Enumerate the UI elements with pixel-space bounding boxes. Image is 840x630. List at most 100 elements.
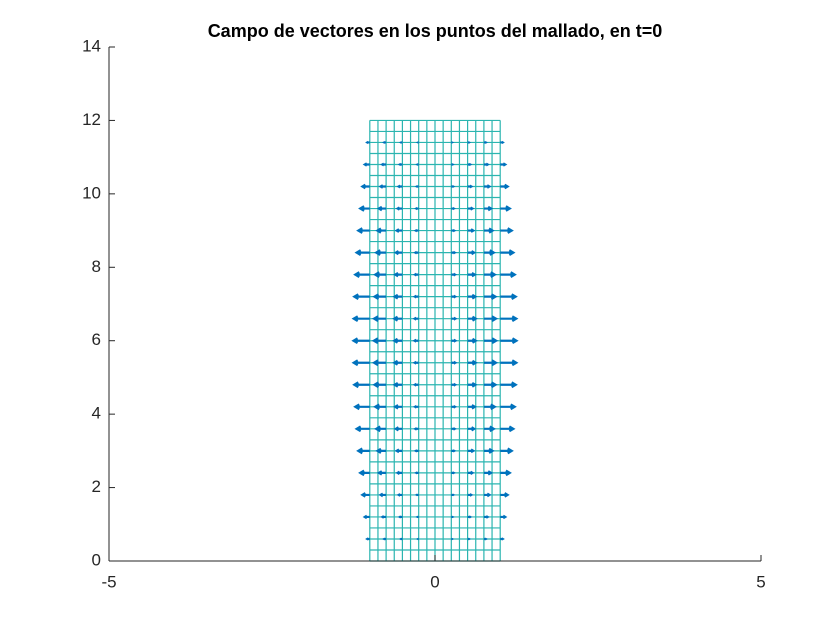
vector-arrow — [393, 271, 403, 278]
vector-arrow — [451, 338, 458, 343]
x-tick-label: 5 — [756, 572, 765, 591]
vector-arrow — [451, 515, 455, 519]
chart-title: Campo de vectores en los puntos del mall… — [208, 21, 663, 41]
vector-arrow — [500, 205, 512, 212]
vector-arrow — [392, 359, 403, 366]
vector-arrow — [467, 184, 474, 189]
vector-arrow — [467, 206, 475, 211]
vector-arrow — [352, 381, 370, 389]
vector-arrow — [393, 250, 403, 256]
vector-arrow — [413, 427, 419, 431]
vector-arrow — [374, 249, 387, 256]
vector-arrow — [483, 381, 498, 389]
vector-arrow — [398, 537, 403, 541]
vector-arrow — [412, 294, 419, 299]
vector-arrow — [451, 493, 456, 497]
vector-arrow — [358, 205, 370, 212]
vector-arrow — [500, 381, 518, 389]
vector-arrow — [451, 294, 458, 299]
vector-arrow — [483, 403, 497, 411]
vector-arrow — [483, 447, 495, 454]
vector-arrow — [394, 228, 403, 233]
vector-arrow — [397, 162, 403, 167]
vector-arrow — [467, 448, 476, 454]
vector-arrow — [483, 537, 488, 541]
vector-arrow — [362, 162, 370, 167]
vector-arrow — [414, 493, 419, 497]
vector-arrow — [395, 206, 403, 211]
vector-arrow — [412, 360, 419, 365]
vector-arrow — [392, 337, 403, 344]
vector-arrow — [483, 470, 494, 476]
vector-arrow — [500, 183, 510, 190]
vector-arrow — [451, 360, 458, 365]
vector-arrow — [451, 427, 457, 431]
vector-arrow — [500, 359, 519, 367]
vector-arrow — [415, 515, 419, 519]
vector-arrow — [372, 293, 387, 301]
vector-arrow — [371, 315, 387, 323]
vector-arrow — [500, 162, 508, 167]
y-tick-label: 14 — [82, 36, 101, 55]
vector-arrow — [396, 184, 403, 189]
vector-arrow — [413, 228, 419, 233]
vector-arrow — [500, 447, 514, 455]
vector-arrow — [483, 249, 496, 256]
vector-arrow — [412, 382, 419, 387]
vector-arrow — [365, 537, 370, 541]
vector-arrow — [451, 471, 456, 475]
vector-arrow — [483, 425, 496, 433]
vector-arrow — [413, 250, 419, 255]
vector-arrow — [500, 249, 516, 256]
vector-arrow — [395, 470, 403, 475]
vector-arrow — [467, 470, 475, 475]
vector-arrow — [467, 493, 474, 497]
vector-arrow — [373, 403, 387, 411]
vector-arrow — [451, 382, 458, 387]
vector-arrow — [467, 250, 477, 256]
vector-arrow — [360, 492, 370, 498]
vector-arrow — [483, 184, 492, 189]
vector-arrow — [412, 316, 419, 321]
vector-arrow — [382, 537, 387, 541]
vector-arrow — [467, 537, 472, 541]
vector-arrow — [414, 185, 419, 188]
vector-arrow — [467, 162, 473, 167]
y-tick-label: 6 — [92, 330, 101, 349]
vector-arrow — [451, 316, 458, 321]
vector-arrow — [483, 337, 499, 345]
vector-arrow — [372, 381, 387, 389]
vector-arrow — [467, 293, 478, 300]
y-tick-label: 8 — [92, 257, 101, 276]
vector-arrow — [414, 471, 419, 475]
vector-arrow — [412, 338, 419, 343]
vector-arrow — [382, 141, 387, 144]
vector-arrow — [360, 183, 370, 190]
x-tick-label: -5 — [101, 572, 116, 591]
vector-arrow — [378, 492, 387, 498]
vector-arrow — [380, 515, 387, 519]
vector-arrow — [354, 249, 370, 256]
vector-arrow — [451, 449, 457, 453]
vector-arrow — [371, 359, 387, 367]
vector-arrow — [467, 515, 473, 519]
y-tick-label: 4 — [92, 404, 101, 423]
vector-arrow — [483, 315, 499, 323]
vector-arrow — [392, 381, 403, 388]
vector-arrow — [358, 469, 370, 477]
vector-arrow — [365, 140, 370, 145]
vector-arrow — [500, 492, 510, 498]
vector-arrow — [500, 403, 517, 411]
vector-arrow — [393, 404, 403, 410]
vector-arrow — [351, 315, 370, 323]
vector-arrow — [483, 293, 498, 301]
vector-arrow — [451, 228, 457, 233]
vector-arrow — [467, 359, 478, 366]
vector-arrow — [451, 185, 456, 188]
vector-arrow — [451, 404, 458, 409]
vector-arrow — [352, 293, 370, 301]
vector-arrow — [414, 207, 419, 211]
vector-arrow — [451, 250, 457, 255]
